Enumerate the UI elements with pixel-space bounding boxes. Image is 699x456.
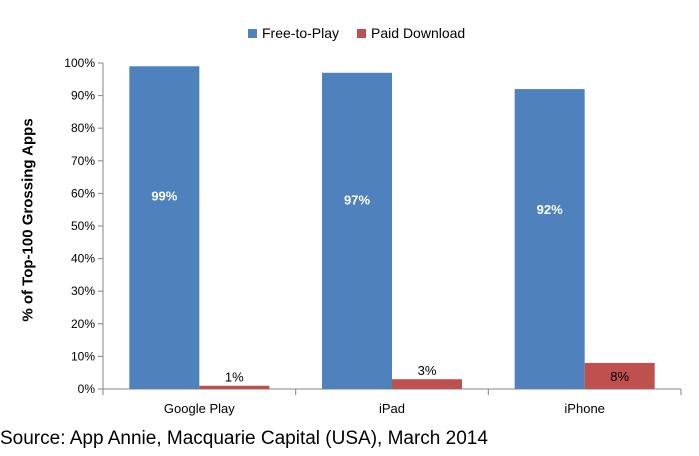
y-tick-label: 40% [71, 252, 95, 266]
bar-free-to-play [514, 89, 585, 389]
y-tick-label: 10% [71, 349, 95, 363]
legend-label-paid-download: Paid Download [371, 25, 466, 41]
y-tick-label: 50% [71, 219, 95, 233]
legend-item-free-to-play: Free-to-Play [248, 25, 339, 41]
y-tick-label: 20% [71, 317, 95, 331]
x-tick-label: Google Play [164, 401, 235, 416]
data-label-free-to-play: 92% [537, 202, 563, 217]
x-tick-label: iPhone [564, 401, 604, 416]
data-label-paid-download: 3% [418, 363, 437, 378]
x-tick-label: iPad [379, 401, 405, 416]
bar-paid-download [199, 385, 270, 389]
data-label-free-to-play: 99% [151, 188, 177, 203]
y-tick-label: 30% [71, 284, 95, 298]
data-label-paid-download: 8% [610, 369, 629, 384]
data-label-paid-download: 1% [225, 370, 244, 385]
y-tick-label: 60% [71, 186, 95, 200]
legend-item-paid-download: Paid Download [357, 25, 465, 41]
y-tick-label: 0% [78, 382, 96, 396]
y-tick-label: 90% [71, 89, 95, 103]
bar-free-to-play [322, 72, 392, 389]
bar-free-to-play [129, 66, 200, 389]
legend-label-free-to-play: Free-to-Play [262, 25, 340, 41]
source-note: Source: App Annie, Macquarie Capital (US… [0, 428, 488, 449]
legend-swatch-free-to-play [248, 28, 257, 38]
y-tick-label: 100% [64, 56, 95, 70]
y-tick-label: 70% [71, 154, 95, 168]
legend-swatch-paid-download [357, 28, 367, 38]
bar-paid-download [392, 379, 462, 389]
data-label-free-to-play: 97% [344, 192, 370, 207]
bar-paid-download [584, 362, 655, 389]
legend: Free-to-Play Paid Download [248, 25, 483, 41]
y-tick-label: 80% [71, 121, 95, 135]
